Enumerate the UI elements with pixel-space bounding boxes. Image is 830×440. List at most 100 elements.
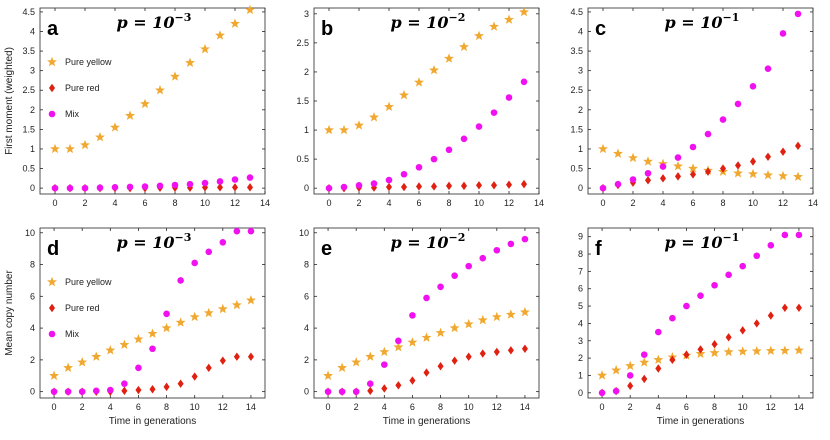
data-point: [63, 362, 74, 373]
data-point: [490, 109, 498, 116]
data-point: [400, 182, 408, 192]
data-point: [794, 141, 802, 151]
data-point: [366, 380, 374, 388]
data-point: [689, 143, 697, 151]
data-point: [767, 311, 774, 320]
series-pure-yellow: [598, 143, 803, 181]
legend-marker: [47, 276, 57, 287]
y-tick-label: 2: [304, 67, 309, 77]
axes-box: [313, 227, 540, 399]
x-tick-label: 4: [108, 402, 113, 412]
axes-box: [39, 227, 266, 399]
data-point: [653, 354, 664, 365]
legend-label: Pure yellow: [65, 57, 112, 67]
data-point: [49, 370, 60, 380]
legend-marker: [48, 110, 56, 118]
data-point: [50, 388, 58, 395]
data-point: [779, 147, 787, 156]
data-point: [147, 328, 158, 338]
data-point: [519, 6, 529, 17]
data-point: [355, 181, 363, 189]
axes-box: [587, 7, 814, 195]
data-point: [644, 176, 652, 185]
series-pure-yellow: [49, 295, 256, 380]
y-tick-label: 0.5: [570, 164, 583, 174]
panel-title-exponent: −2: [449, 231, 466, 244]
data-point: [351, 357, 362, 367]
data-point: [384, 101, 394, 112]
data-point: [369, 112, 379, 122]
data-point: [521, 235, 529, 243]
panel-title: p = 10−1: [665, 11, 740, 32]
data-point: [688, 163, 698, 173]
panel-title-base: p = 10: [117, 13, 175, 32]
data-point: [779, 30, 787, 37]
panel-title-base: p = 10: [391, 13, 449, 32]
data-point: [77, 357, 88, 367]
data-point: [778, 170, 788, 181]
x-tick-label: 2: [82, 198, 87, 208]
data-point: [629, 176, 637, 183]
data-point: [175, 317, 186, 327]
series-mix: [598, 231, 803, 397]
data-point: [171, 181, 179, 189]
data-point: [639, 357, 650, 367]
data-point: [414, 77, 424, 87]
data-point: [407, 337, 418, 347]
data-point: [767, 242, 775, 249]
data-point: [505, 309, 516, 319]
data-point: [170, 71, 180, 81]
y-tick-label: 2: [304, 355, 309, 365]
x-tick-label: 0: [600, 402, 605, 412]
data-point: [689, 170, 697, 179]
x-tick-label: 4: [382, 402, 387, 412]
data-point: [125, 110, 135, 120]
y-tick-label: 4: [30, 26, 35, 36]
series-pure-yellow: [597, 345, 804, 380]
y-tick-label: 8: [578, 249, 583, 259]
data-point: [409, 376, 416, 385]
data-point: [119, 339, 130, 349]
data-point: [734, 161, 742, 170]
data-point: [751, 345, 762, 356]
y-tick-label: 2: [30, 105, 35, 115]
y-tick-label: 9: [578, 232, 583, 242]
y-tick-label: 0: [30, 183, 35, 193]
data-point: [233, 352, 240, 361]
data-point: [163, 382, 170, 392]
data-point: [683, 302, 690, 310]
x-tick-label: 12: [778, 198, 788, 208]
data-point: [465, 262, 472, 270]
data-point: [141, 183, 149, 190]
x-tick-label: 6: [142, 198, 147, 208]
data-point: [625, 360, 636, 371]
data-point: [669, 355, 676, 365]
data-point: [709, 347, 720, 358]
x-tick-label: 4: [112, 198, 117, 208]
legend-marker: [48, 330, 56, 338]
panel-title: p = 10−1: [665, 231, 740, 252]
data-point: [430, 182, 438, 191]
data-point: [674, 154, 682, 161]
data-point: [149, 345, 156, 353]
x-tick-label: 12: [492, 402, 502, 412]
data-point: [475, 181, 483, 190]
axes-box: [587, 227, 814, 399]
data-point: [354, 120, 364, 130]
data-point: [435, 327, 446, 338]
data-point: [725, 333, 732, 342]
data-point: [186, 180, 194, 188]
data-point: [121, 380, 128, 388]
y-tick-label: 6: [304, 291, 309, 301]
data-point: [781, 303, 788, 312]
y-tick-label: 3.5: [22, 46, 35, 56]
data-point: [340, 183, 348, 191]
panel-title-exponent: −2: [449, 11, 466, 24]
data-point: [140, 98, 150, 109]
data-point: [437, 283, 444, 291]
x-tick-label: 0: [52, 198, 57, 208]
data-point: [91, 351, 102, 361]
data-point: [105, 345, 116, 355]
panel-label: c: [595, 18, 606, 40]
x-tick-label: 14: [794, 402, 804, 412]
